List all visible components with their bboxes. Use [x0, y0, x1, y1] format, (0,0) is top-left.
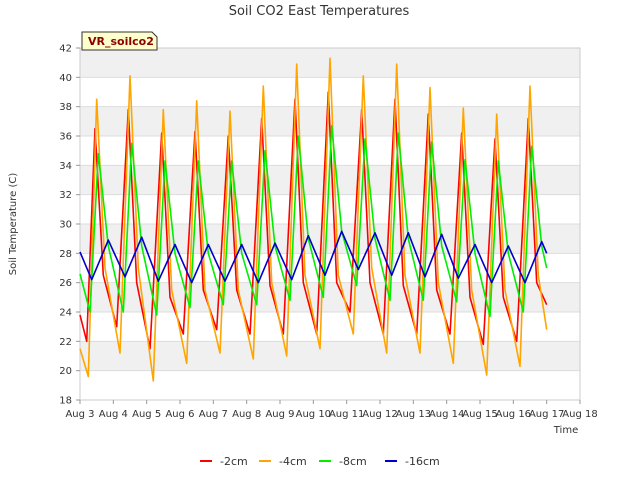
background-band [80, 224, 580, 254]
x-tick-label: Aug 16 [496, 409, 531, 420]
x-tick-label: Aug 14 [429, 409, 464, 420]
series-layer [79, 57, 548, 382]
y-tick-label: 32 [59, 190, 72, 201]
x-tick-label: Aug 17 [529, 409, 564, 420]
y-tick-label: 42 [59, 44, 72, 55]
y-axis-label: Soil Temperature (C) [8, 173, 19, 276]
x-axis-ticks: Aug 3 Aug 4 Aug 5 Aug 6 Aug 7 Aug 8 Aug 9 Aug 1… [65, 400, 598, 420]
legend-label: -2cm [220, 455, 248, 468]
y-tick-label: 30 [59, 220, 72, 231]
x-tick-label: Aug 18 [562, 409, 597, 420]
x-tick-label: Aug 6 [165, 409, 194, 420]
background-band [80, 282, 580, 312]
x-tick-label: Aug 9 [265, 409, 294, 420]
y-tick-label: 24 [59, 308, 72, 319]
legend-label: -16cm [405, 455, 440, 468]
background-band [80, 341, 580, 371]
legend-label: -8cm [339, 455, 367, 468]
x-tick-label: Aug 7 [199, 409, 228, 420]
y-tick-label: 40 [59, 73, 72, 84]
y-tick-label: 38 [59, 102, 72, 113]
legend: -2cm -4cm -8cm -16cm [200, 455, 440, 468]
x-axis-label: Time [553, 425, 578, 436]
chart-title: Soil CO2 East Temperatures [229, 4, 410, 19]
station-label-box: VR_soilco2 [81, 31, 158, 51]
series-line-8cm [79, 124, 548, 318]
x-tick-label: Aug 5 [132, 409, 161, 420]
series-line-16cm [79, 230, 548, 284]
x-tick-label: Aug 8 [232, 409, 261, 420]
y-axis-ticks: 18 20 22 24 26 28 30 32 34 36 38 40 42 [59, 44, 80, 407]
x-tick-label: Aug 11 [329, 409, 364, 420]
series-line-2cm [79, 91, 548, 350]
x-tick-label: Aug 13 [396, 409, 431, 420]
y-tick-label: 34 [59, 161, 72, 172]
x-tick-label: Aug 12 [362, 409, 397, 420]
series-line-4cm [79, 57, 548, 382]
y-tick-label: 28 [59, 249, 72, 260]
y-tick-label: 36 [59, 132, 72, 143]
x-tick-label: Aug 10 [296, 409, 331, 420]
x-tick-label: Aug 15 [462, 409, 497, 420]
y-tick-label: 18 [59, 396, 72, 407]
station-label-background [81, 31, 158, 51]
x-tick-label: Aug 4 [99, 409, 128, 420]
station-label: VR_soilco2 [88, 35, 154, 48]
y-tick-label: 22 [59, 337, 72, 348]
x-tick-label: Aug 3 [65, 409, 94, 420]
legend-label: -4cm [279, 455, 307, 468]
y-tick-label: 20 [59, 366, 72, 377]
y-tick-label: 26 [59, 278, 72, 289]
